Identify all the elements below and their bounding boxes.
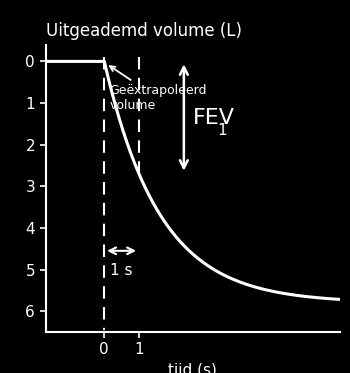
Text: 1: 1 bbox=[217, 123, 227, 138]
Text: FEV: FEV bbox=[193, 107, 235, 128]
X-axis label: tijd (s): tijd (s) bbox=[168, 363, 217, 373]
Text: Uitgeademd volume (L): Uitgeademd volume (L) bbox=[46, 22, 241, 40]
Text: Geëxtrapoleerd
volume: Geëxtrapoleerd volume bbox=[110, 66, 207, 112]
Text: 1 s: 1 s bbox=[110, 263, 133, 278]
